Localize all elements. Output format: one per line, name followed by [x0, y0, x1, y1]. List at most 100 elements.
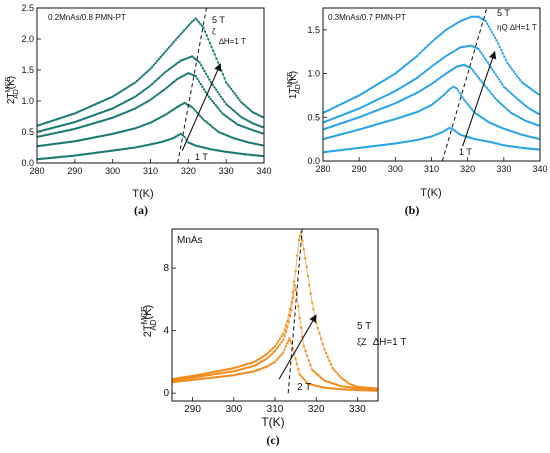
panel-b-series-5-point: [501, 52, 504, 55]
panel-c-series-1-point: [338, 387, 341, 391]
panel-b-series-2-point: [462, 98, 466, 101]
panel-b-series-5-point: [532, 89, 535, 92]
panel-a-dashed-line: [177, 8, 207, 163]
panel-c-series-3-point: [329, 363, 333, 366]
panel-a-series-5-point: [248, 108, 251, 111]
panel-a-ytick-label: 1.5: [21, 65, 34, 75]
panel-b-series-3-point: [508, 110, 511, 113]
panel-a-series-5-point: [166, 48, 169, 51]
panel-b-series-1-point: [535, 148, 538, 151]
panel-a-series-5-point: [245, 105, 248, 108]
panel-a-series-4-point: [174, 63, 177, 66]
panel-b-series-3-point: [505, 107, 508, 110]
panel-a-series-1-point: [211, 148, 214, 151]
panel-c-series-2-point: [302, 345, 305, 348]
panel-a-series-5-point: [200, 24, 204, 28]
panel-b-letter: (b): [405, 203, 420, 217]
panel-a-series-3-point: [196, 77, 199, 81]
panel-a-series-3-point: [227, 117, 231, 120]
panel-a-series-4-point: [214, 88, 218, 91]
panel-c-series-3-point: [328, 359, 331, 362]
panel-b-series-5-point: [435, 36, 438, 40]
panel-a-series-1-point: [221, 150, 224, 153]
panel-a-series-2-point: [214, 128, 217, 131]
panel-c-series-3-point: [291, 290, 294, 294]
panel-a-series-3-point: [212, 101, 216, 105]
panel-c-series-2-point: [265, 357, 268, 360]
panel-b-series-5-point: [533, 90, 537, 93]
panel-a-series-5-point: [139, 76, 142, 79]
panel-c-series-1-point: [297, 368, 300, 371]
panel-c-series-3-point: [280, 335, 283, 338]
panel-a-series-5-point: [212, 49, 215, 52]
panel-b-series-2-point: [438, 97, 441, 100]
panel-a-series-3-point: [231, 119, 234, 122]
panel-a-series-4-point: [235, 111, 238, 114]
panel-a-series-5-point: [144, 72, 147, 75]
panel-b-series-1-point: [537, 148, 540, 151]
panel-a-series-4-point: [236, 113, 240, 116]
panel-c-series-3-point: [321, 342, 324, 346]
panel-a-series-5-point: [208, 41, 212, 45]
panel-a-series-2-point: [210, 125, 214, 128]
panel-c-series-2-point: [321, 378, 325, 381]
panel-c-series-1-point: [275, 358, 278, 362]
panel-c-series-2-point: [280, 341, 283, 344]
panel-b-series-3-point: [476, 75, 479, 78]
panel-a-series-5-point: [151, 65, 154, 68]
panel-b-series-5-point: [395, 71, 399, 74]
panel-b-series-4-point: [433, 63, 436, 66]
panel-b-series-4-point: [518, 99, 521, 103]
panel-c-series-3-point: [293, 280, 296, 283]
panel-a-series-2-point: [204, 119, 207, 123]
panel-a-series-3-point: [216, 106, 219, 109]
panel-b-series-3-point: [484, 85, 487, 88]
panel-c-series-1-point: [294, 357, 297, 360]
panel-c-series-3-point: [316, 326, 319, 330]
panel-b-series-4-point: [521, 102, 525, 105]
panel-b-series-3-point: [537, 124, 540, 127]
panel-a-series-2-point: [170, 109, 174, 112]
panel-a-series-5-point: [140, 75, 144, 78]
panel-b-series-4-point: [443, 56, 446, 59]
panel-c-letter: (c): [266, 433, 279, 447]
panel-b-annotation-1t: 1 T: [459, 147, 472, 157]
panel-c-series-3-point: [296, 254, 299, 257]
panel-a-series-4-point: [147, 85, 150, 88]
panel-a-series-2-point: [164, 113, 167, 116]
panel-b-series-2-point: [453, 86, 457, 89]
panel-a-series-5-point: [172, 40, 176, 43]
panel-b-series-1-point: [527, 147, 530, 150]
panel-b-series-1-point: [450, 127, 453, 130]
panel-a-series-2-point: [169, 110, 172, 113]
panel-b-series-3-point: [489, 90, 492, 94]
panel-a-series-5-point: [233, 92, 236, 95]
panel-b-series-4-point: [526, 106, 529, 109]
panel-b-series-5-point: [498, 45, 501, 48]
panel-a-series-5-point: [205, 34, 208, 37]
panel-b-series-5-point: [409, 59, 412, 63]
panel-b-series-5-point: [398, 68, 402, 71]
panel-c-series-1-point: [339, 388, 343, 391]
panel-c-material-label: MnAs: [177, 235, 203, 246]
panel-a-series-3-point: [144, 101, 147, 104]
panel-c-series-2-point: [290, 309, 293, 312]
panel-b-series-4-point: [513, 95, 517, 99]
panel-a-series-2-point: [215, 129, 219, 132]
panel-c-series-1-point: [349, 388, 352, 391]
panel-a-series-5-point: [236, 96, 240, 99]
panel-b-series-5-point: [397, 69, 400, 73]
panel-c-xlabel: T(K): [261, 415, 284, 429]
panel-a-series-2-point: [202, 118, 205, 121]
panel-c-series-3-point: [375, 387, 378, 390]
panel-a-series-4-point: [211, 83, 214, 86]
panel-c-series-2-point: [307, 359, 310, 362]
panel-a-series-2-point: [207, 122, 210, 125]
panel-c-series-3-point: [324, 352, 328, 355]
panel-a-series-4-point: [167, 68, 171, 71]
panel-b-series-5-point: [443, 30, 446, 33]
panel-b-series-5-point: [493, 36, 497, 39]
panel-a-series-3-point: [152, 96, 156, 99]
panel-a-series-4-point: [162, 72, 166, 75]
panel-b-series-2-point: [430, 103, 433, 107]
